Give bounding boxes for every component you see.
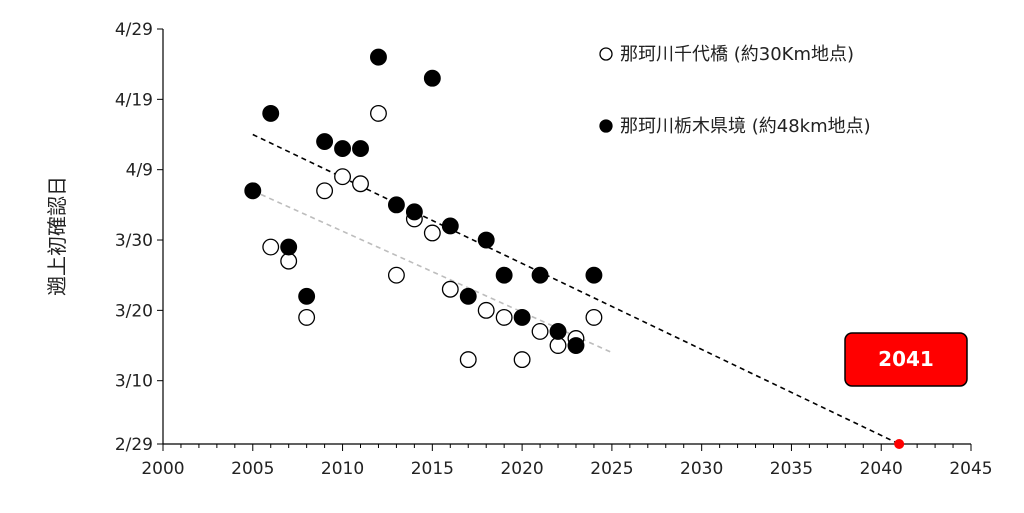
point-tochigi-border — [585, 266, 603, 284]
point-tochigi-border — [531, 266, 549, 284]
x-tick-label: 2030 — [680, 459, 723, 479]
point-chiyobashi — [459, 351, 477, 369]
callout-box — [844, 332, 968, 387]
point-tochigi-border — [567, 337, 585, 354]
y-tick-label: 3/10 — [115, 372, 153, 392]
y-tick-label: 2/29 — [115, 435, 153, 455]
point-chiyobashi — [262, 238, 280, 256]
y-axis-label: 遡上初確認日 — [45, 176, 69, 296]
point-tochigi-border — [495, 266, 513, 284]
y-tick-label: 3/30 — [115, 231, 153, 251]
point-tochigi-border — [316, 133, 334, 150]
point-chiyobashi — [585, 308, 603, 326]
axes: 2/29 3/10 3/20 3/30 4/9 4/19 4/29 2000 2005 2010 2… — [115, 20, 993, 479]
y-tick-label: 4/19 — [115, 90, 153, 110]
point-tochigi-border — [441, 217, 459, 235]
legend-label: 那珂川栃木県境 (約48km地点) — [620, 116, 871, 137]
point-chiyobashi — [549, 337, 567, 354]
point-chiyobashi — [423, 224, 441, 242]
point-tochigi-border — [387, 196, 405, 214]
x-tick-label: 2015 — [411, 459, 454, 479]
point-tochigi-border — [244, 182, 262, 200]
y-tick-label: 4/9 — [126, 161, 153, 181]
legend-label: 那珂川千代橋 (約30Km地点) — [620, 44, 854, 65]
point-tochigi-border — [549, 323, 567, 340]
x-tick-label: 2005 — [231, 459, 274, 479]
point-tochigi-border — [459, 287, 477, 305]
legend: 那珂川千代橋 (約30Km地点) 那珂川栃木県境 (約48km地点) — [599, 44, 871, 137]
point-chiyobashi — [352, 175, 369, 193]
point-tochigi-border — [477, 231, 495, 249]
x-tick-label: 2035 — [770, 459, 813, 479]
x-tick-label: 2045 — [949, 459, 992, 479]
point-tochigi-border — [513, 308, 531, 326]
point-chiyobashi — [334, 168, 352, 186]
endpoint-marker — [894, 439, 905, 449]
x-tick-label: 2000 — [141, 459, 184, 479]
point-chiyobashi — [513, 351, 531, 369]
point-tochigi-border — [334, 140, 352, 158]
data-points — [244, 48, 603, 369]
y-tick-label: 4/29 — [115, 20, 153, 40]
legend-marker — [599, 47, 613, 61]
point-tochigi-border — [280, 238, 298, 256]
callout: 2041 — [844, 332, 968, 449]
y-tick-label: 3/20 — [115, 301, 153, 321]
point-chiyobashi — [441, 280, 459, 298]
x-tick-label: 2040 — [860, 459, 903, 479]
point-chiyobashi — [477, 301, 495, 319]
legend-marker — [599, 119, 613, 133]
point-tochigi-border — [262, 104, 280, 122]
callout-label: 2041 — [878, 347, 934, 371]
point-chiyobashi — [298, 308, 316, 326]
point-chiyobashi — [387, 266, 405, 284]
point-chiyobashi — [280, 252, 298, 270]
point-tochigi-border — [352, 140, 369, 158]
point-tochigi-border — [423, 69, 441, 87]
x-tick-label: 2010 — [321, 459, 364, 479]
point-chiyobashi — [495, 308, 513, 326]
point-chiyobashi — [316, 182, 334, 200]
point-chiyobashi — [531, 323, 549, 340]
point-chiyobashi — [370, 104, 387, 122]
point-tochigi-border — [405, 203, 423, 221]
x-tick-label: 2025 — [590, 459, 633, 479]
point-tochigi-border — [370, 48, 387, 66]
x-tick-label: 2020 — [500, 459, 543, 479]
point-tochigi-border — [298, 287, 316, 305]
